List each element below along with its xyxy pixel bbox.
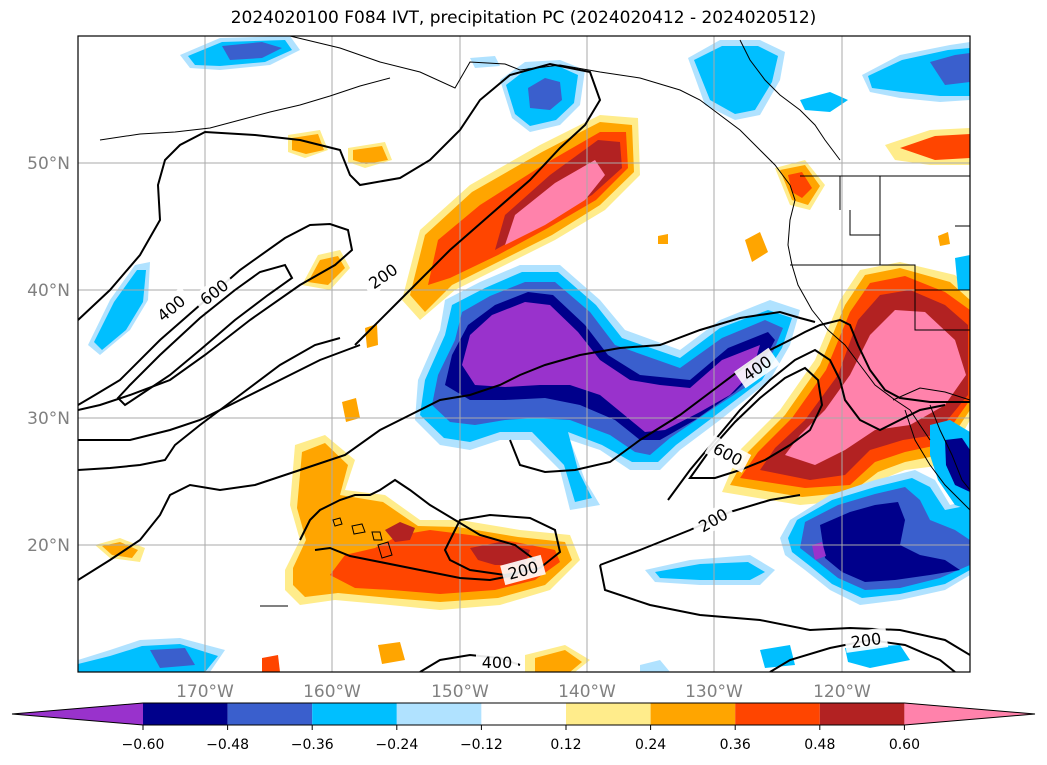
- contour-label-200-se: 200: [850, 629, 883, 652]
- map-title: 2024020100 F084 IVT, precipitation PC (2…: [230, 8, 817, 28]
- pos-dot-8b: [535, 650, 582, 672]
- west-coast: [787, 184, 931, 441]
- plume-pink: [505, 160, 605, 245]
- contour-400-east: [667, 348, 946, 501]
- bc-sky: [694, 46, 778, 114]
- lon-label-140w: 140°W: [558, 682, 616, 702]
- contour-400-west: [78, 222, 354, 411]
- colorbar-segment: [227, 703, 313, 725]
- pos-dot-11: [658, 234, 668, 244]
- se-purple: [812, 542, 826, 560]
- se-navy: [820, 502, 960, 582]
- bc-coast: [739, 39, 841, 161]
- contour-200-lower: [78, 310, 816, 581]
- pos-dot-6: [365, 324, 378, 348]
- state-lines: [790, 176, 970, 331]
- colorbar-tick-label: 0.12: [550, 737, 581, 753]
- colorbar-tick-label: 0.60: [889, 737, 920, 753]
- contour-200-east: [509, 318, 970, 474]
- colorbar-tick-label: 0.24: [635, 737, 666, 753]
- contour-200-hawaii-lobe: [443, 513, 562, 577]
- lon-label-120w: 120°W: [813, 682, 871, 702]
- lat-labels: 50°N 40°N 30°N 20°N: [27, 154, 70, 556]
- north-royal: [222, 42, 282, 60]
- coastlines: [99, 36, 970, 607]
- colorbar: −0.60 −0.48 −0.36 −0.24 −0.12 0.12 0.24 0.36 0.4…: [11, 702, 1036, 753]
- pos-dot-12c: [788, 172, 812, 198]
- gulf-royal: [528, 78, 562, 110]
- colorbar-segment: [566, 703, 651, 725]
- colorbar-segment: [312, 703, 397, 725]
- hawaii: [332, 517, 393, 559]
- sw-royal: [150, 648, 195, 668]
- hi-firebrick: [385, 522, 530, 565]
- lat-label-30n: 30°N: [27, 409, 70, 429]
- contour-label-400-bottom: 400: [482, 653, 513, 672]
- colorbar-extend-min: [12, 703, 143, 725]
- pos-dot-1b: [102, 542, 138, 558]
- aleutians: [99, 77, 391, 141]
- contour-600-west: [116, 263, 294, 407]
- colorbar-segment: [650, 703, 736, 725]
- topright-royal: [930, 53, 970, 85]
- us-mex-border: [892, 387, 970, 401]
- colorbar-extend-max: [904, 703, 1035, 725]
- colorbar-segment: [143, 703, 228, 725]
- ne-dot-sky: [800, 92, 848, 112]
- s2-sky: [760, 645, 910, 668]
- lon-label-130w: 130°W: [685, 682, 743, 702]
- colorbar-tick-label: 0.48: [804, 737, 835, 753]
- lon-label-170w: 170°W: [176, 682, 234, 702]
- pos-dot-14: [938, 232, 950, 246]
- ca-pink: [785, 310, 966, 465]
- pos-dot-7: [378, 642, 405, 664]
- mainland-mexico: [929, 404, 970, 491]
- colorbar-segment: [481, 703, 566, 725]
- baja: [904, 409, 970, 511]
- lat-label-40n: 40°N: [27, 281, 70, 301]
- colorbar-tick-label: −0.36: [291, 737, 334, 753]
- ne-sky2: [955, 255, 970, 290]
- colorbar-segment: [396, 703, 482, 725]
- colorbar-tick-label: −0.48: [206, 737, 249, 753]
- pos-dot-3b: [353, 146, 388, 164]
- baja-navy: [945, 438, 970, 492]
- lat-label-20n: 20°N: [27, 536, 70, 556]
- pos-dot-13b: [900, 134, 970, 160]
- s2-light: [640, 660, 670, 672]
- contour-200-sw: [78, 337, 341, 471]
- lon-labels: 170°W 160°W 150°W 140°W 130°W 120°W: [176, 682, 871, 702]
- pos-dot-9: [262, 655, 280, 672]
- colorbar-tick-label: −0.60: [122, 737, 165, 753]
- colorbar-tick-label: 0.36: [720, 737, 751, 753]
- colorbar-tick-label: −0.12: [460, 737, 503, 753]
- contour-600-east: [688, 366, 824, 479]
- lon-label-160w: 160°W: [303, 682, 361, 702]
- lat-label-50n: 50°N: [27, 154, 70, 174]
- colorbar-tick-label: −0.24: [375, 737, 418, 753]
- cp-purple: [462, 302, 760, 432]
- s-sky: [655, 562, 765, 580]
- lon-label-150w: 150°W: [431, 682, 489, 702]
- map-frame: [77, 35, 971, 673]
- colorbar-segment: [735, 703, 820, 725]
- contour-200-north: [78, 62, 602, 346]
- alaska-coast: [289, 36, 791, 186]
- precip-fields: [78, 36, 970, 672]
- contour-200-hawaii: [299, 478, 537, 582]
- colorbar-segment: [819, 703, 905, 725]
- north-sky2: [470, 56, 500, 68]
- pos-dot-5: [342, 398, 360, 422]
- pos-dot-10: [745, 232, 768, 262]
